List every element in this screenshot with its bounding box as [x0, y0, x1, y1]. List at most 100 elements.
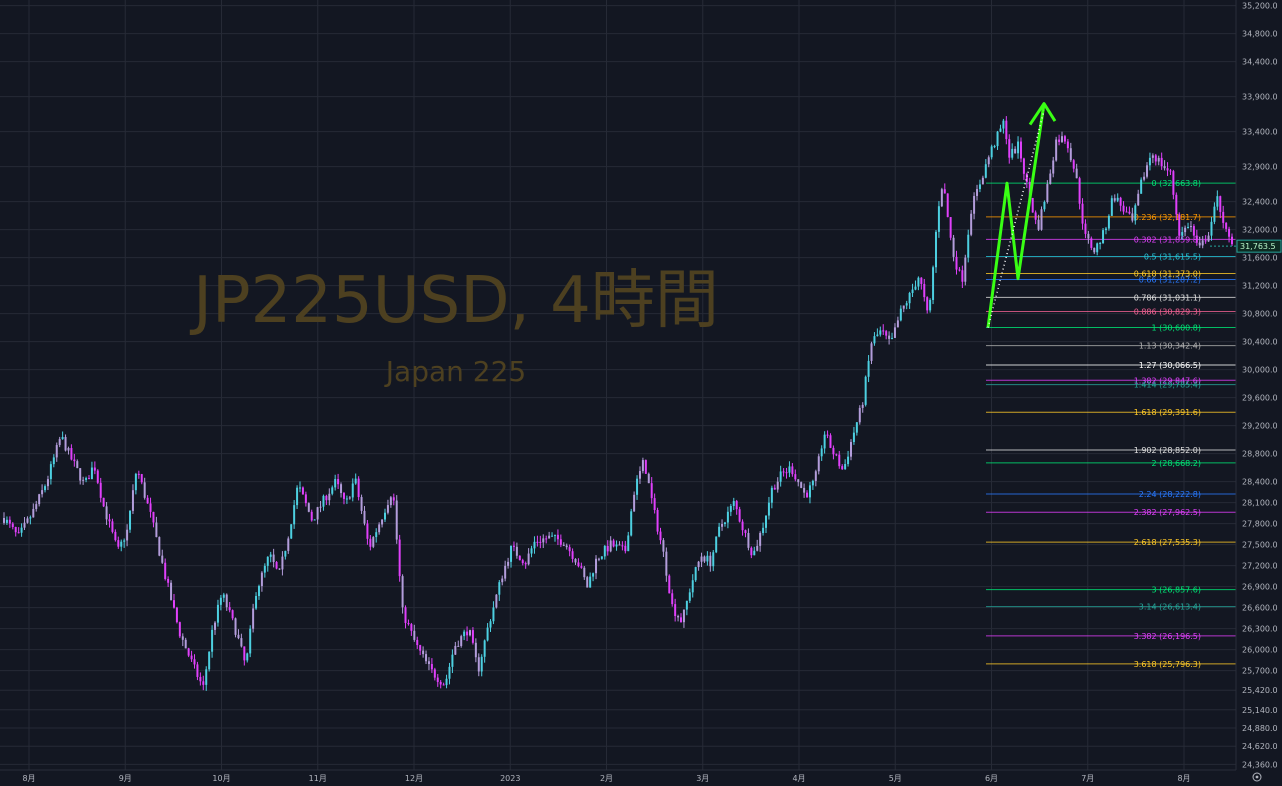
price-axis[interactable] [1236, 0, 1282, 770]
candle-body [178, 622, 181, 637]
candle-body [1049, 173, 1052, 185]
candle-body [908, 292, 911, 304]
candle-body [823, 434, 826, 449]
candle-body [633, 494, 636, 512]
candle-body [61, 437, 64, 440]
candle-body [184, 639, 187, 649]
current-price-box [1236, 239, 1282, 253]
candle-body [926, 297, 929, 311]
candle-body [384, 512, 387, 520]
candle-body [202, 681, 205, 685]
price-tick-label: 25,420.0 [1242, 686, 1278, 695]
candle-body [1084, 223, 1087, 234]
candle-body [521, 560, 524, 564]
candle-body [1017, 141, 1020, 154]
candle-body [1081, 203, 1084, 224]
candle-body [1087, 233, 1090, 239]
candle-body [483, 640, 486, 657]
wave-dotted-trendline[interactable] [987, 110, 1045, 328]
candle-body [342, 493, 345, 499]
candle-body [430, 664, 433, 670]
candle-body [600, 556, 603, 559]
candle-body [970, 213, 973, 235]
candle-body [498, 582, 501, 595]
candle-body [1046, 184, 1049, 202]
fib-level-label: 0.66 (31,287.2) [1139, 275, 1201, 284]
candle-body [454, 645, 457, 655]
time-axis[interactable] [0, 770, 1282, 786]
candle-body [677, 616, 680, 618]
candle-body [750, 547, 753, 556]
candle-body [187, 648, 190, 656]
candle-body [193, 659, 196, 665]
candle-body [1104, 228, 1107, 231]
candle-body [726, 511, 729, 523]
candle-body [234, 618, 237, 635]
fib-extension-levels[interactable]: 0 (32,663.8) 0.236 (32,181.7) 0.382 (31,85… [986, 179, 1236, 669]
candle-body [240, 638, 243, 647]
candle-body [510, 545, 513, 562]
time-tick-label: 7月 [1081, 774, 1094, 783]
fib-level-label: 2.24 (28,222.8) [1139, 490, 1201, 499]
fib-level-label: 2 (28,668.2) [1152, 459, 1202, 468]
fib-level-label: 0.382 (31,859.8) [1134, 235, 1201, 244]
candle-body [592, 573, 595, 577]
candle-body [307, 503, 310, 512]
candle-body [797, 479, 800, 483]
time-tick-label: 11月 [309, 774, 327, 783]
candle-body [310, 511, 313, 521]
wave-line[interactable] [986, 103, 1046, 328]
candle-body [524, 563, 527, 565]
candle-body [515, 546, 518, 556]
candle-body [164, 562, 167, 579]
candle-body [85, 478, 88, 480]
candle-body [389, 497, 392, 506]
candle-body [838, 454, 841, 467]
candle-body [1058, 139, 1061, 142]
candle-body [1216, 196, 1219, 207]
candle-body [580, 566, 583, 568]
candle-body [175, 607, 178, 623]
candle-body [934, 231, 937, 268]
wave-arrow-head[interactable] [1028, 102, 1057, 126]
settings-icon[interactable] [1252, 772, 1262, 782]
candle-body [372, 537, 375, 547]
candle-body [331, 487, 334, 494]
candle-body [433, 669, 436, 678]
candle-body [1187, 226, 1190, 228]
candle-body [955, 256, 958, 270]
candle-body [29, 517, 32, 519]
current-price-tag: 31,763.5 [1210, 239, 1282, 253]
candle-body [1222, 211, 1225, 223]
wave-drawing[interactable] [986, 102, 1057, 328]
candle-body [671, 593, 674, 605]
candle-body [612, 540, 615, 547]
candle-body [662, 540, 665, 552]
candle-body [703, 556, 706, 562]
fib-level-label: 0.236 (32,181.7) [1134, 213, 1201, 222]
candle-body [647, 473, 650, 484]
candle-body [691, 580, 694, 593]
candle-body [190, 655, 193, 660]
candle-body [1052, 160, 1055, 174]
candle-body [1119, 197, 1122, 206]
candle-body [586, 577, 589, 588]
time-tick-label: 2023 [500, 774, 520, 783]
candle-body [609, 540, 612, 552]
candle-body [301, 487, 304, 495]
candle-body [407, 622, 410, 625]
price-tick-label: 32,900.0 [1242, 163, 1278, 172]
candle-body [867, 360, 870, 377]
candle-body [466, 631, 469, 636]
candle-body [806, 492, 809, 498]
time-tick-label: 9月 [119, 774, 132, 783]
candle-body [26, 518, 29, 523]
candle-body [228, 607, 231, 611]
candle-body [328, 493, 331, 501]
candle-body [448, 666, 451, 679]
candle-body [744, 530, 747, 534]
price-tick-label: 30,800.0 [1242, 310, 1278, 319]
candle-body [527, 553, 530, 565]
